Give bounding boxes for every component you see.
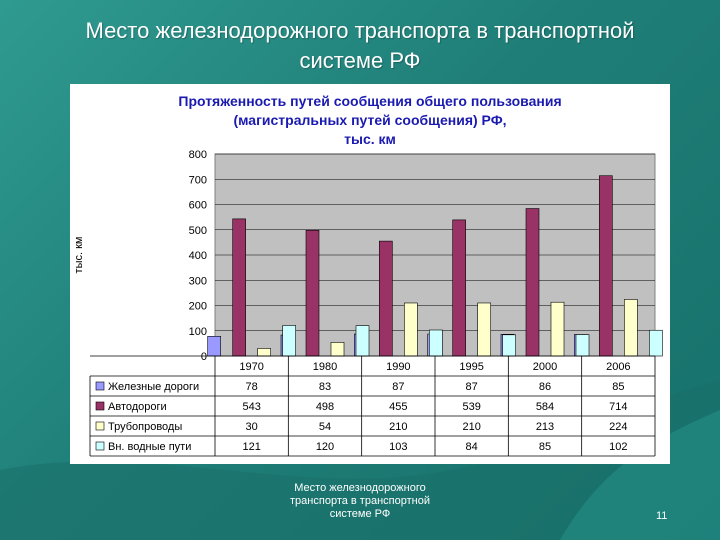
bar bbox=[379, 240, 393, 357]
data-value: 714 bbox=[609, 401, 627, 413]
legend-label: Трубопроводы bbox=[108, 421, 182, 433]
bar bbox=[477, 302, 491, 357]
slide-title: Место железнодорожного транспорта в тран… bbox=[20, 16, 700, 76]
data-value: 85 bbox=[539, 441, 551, 453]
y-tick-label: 800 bbox=[189, 149, 207, 161]
data-value: 584 bbox=[536, 401, 554, 413]
data-value: 210 bbox=[462, 421, 480, 433]
data-value: 87 bbox=[392, 381, 404, 393]
bar bbox=[305, 229, 320, 357]
data-value: 539 bbox=[462, 401, 480, 413]
category-label: 2000 bbox=[533, 361, 557, 373]
bar bbox=[282, 325, 296, 357]
bar bbox=[232, 218, 246, 357]
data-value: 102 bbox=[609, 441, 627, 453]
legend-swatch bbox=[95, 401, 105, 411]
chart-panel: Протяженность путей сообщения общего пол… bbox=[70, 84, 670, 464]
data-value: 85 bbox=[612, 381, 624, 393]
data-value: 498 bbox=[316, 401, 334, 413]
bar bbox=[257, 348, 271, 357]
footer-caption-line-3: системе РФ bbox=[329, 508, 391, 520]
bar bbox=[404, 302, 418, 357]
data-value: 87 bbox=[466, 381, 478, 393]
legend-label: Вн. водные пути bbox=[108, 441, 191, 453]
legend-label: Автодороги bbox=[108, 401, 167, 413]
data-value: 84 bbox=[466, 441, 478, 453]
slide-title-line-1: Место железнодорожного транспорта в тран… bbox=[85, 18, 635, 43]
y-tick-label: 500 bbox=[189, 225, 207, 237]
footer-caption-line-1: Место железнодорожного bbox=[294, 482, 426, 494]
y-tick-label: 0 bbox=[201, 351, 207, 363]
bar bbox=[429, 329, 443, 357]
slide-title-line-2: системе РФ bbox=[299, 48, 421, 73]
data-value: 83 bbox=[319, 381, 331, 393]
data-value: 455 bbox=[389, 401, 407, 413]
category-label: 1995 bbox=[459, 361, 483, 373]
bar bbox=[525, 208, 540, 357]
data-value: 54 bbox=[319, 421, 331, 433]
y-tick-label: 300 bbox=[189, 275, 207, 287]
data-value: 78 bbox=[246, 381, 258, 393]
bar bbox=[624, 299, 638, 357]
bar bbox=[502, 334, 516, 357]
y-tick-label: 400 bbox=[189, 250, 207, 262]
data-value: 120 bbox=[316, 441, 334, 453]
data-value: 213 bbox=[536, 421, 554, 433]
bar bbox=[452, 219, 466, 357]
legend-swatch bbox=[95, 441, 105, 451]
bar-chart: 0 100 200 300 400 500 600 700 800 тыс. км 1970 1980… bbox=[73, 149, 663, 457]
data-value: 210 bbox=[389, 421, 407, 433]
legend-swatch bbox=[95, 381, 105, 391]
bar bbox=[355, 325, 370, 357]
y-tick-label: 600 bbox=[189, 200, 207, 212]
footer-caption: Место железнодорожного транспорта в тран… bbox=[262, 482, 458, 521]
data-value: 30 bbox=[246, 421, 258, 433]
chart-title-line-2: (магистральных путей сообщения) РФ, bbox=[233, 112, 507, 128]
chart-title-line-1: Протяженность путей сообщения общего пол… bbox=[178, 93, 562, 109]
chart-title: Протяженность путей сообщения общего пол… bbox=[70, 92, 670, 149]
data-value: 224 bbox=[609, 421, 627, 433]
bar bbox=[330, 342, 345, 357]
bar bbox=[575, 334, 590, 357]
chart-title-line-3: тыс. км bbox=[344, 131, 396, 147]
legend-label: Железные дороги bbox=[108, 381, 199, 393]
category-label: 1970 bbox=[239, 361, 263, 373]
category-label: 1980 bbox=[313, 361, 337, 373]
y-axis-label: тыс. км bbox=[73, 237, 85, 274]
bar bbox=[550, 301, 565, 357]
y-tick-label: 100 bbox=[189, 326, 207, 338]
category-label: 2006 bbox=[606, 361, 630, 373]
page-number: 11 bbox=[656, 510, 668, 522]
y-tick-label: 200 bbox=[189, 301, 207, 313]
data-value: 543 bbox=[242, 401, 260, 413]
data-value: 86 bbox=[539, 381, 551, 393]
data-value: 103 bbox=[389, 441, 407, 453]
bar bbox=[649, 329, 663, 357]
category-label: 1990 bbox=[386, 361, 410, 373]
footer-caption-line-2: транспорта в транспортной bbox=[290, 495, 430, 507]
y-tick-label: 700 bbox=[189, 174, 207, 186]
legend-swatch bbox=[95, 421, 105, 431]
bar bbox=[599, 175, 613, 357]
data-value: 121 bbox=[242, 441, 260, 453]
bar bbox=[207, 336, 221, 357]
